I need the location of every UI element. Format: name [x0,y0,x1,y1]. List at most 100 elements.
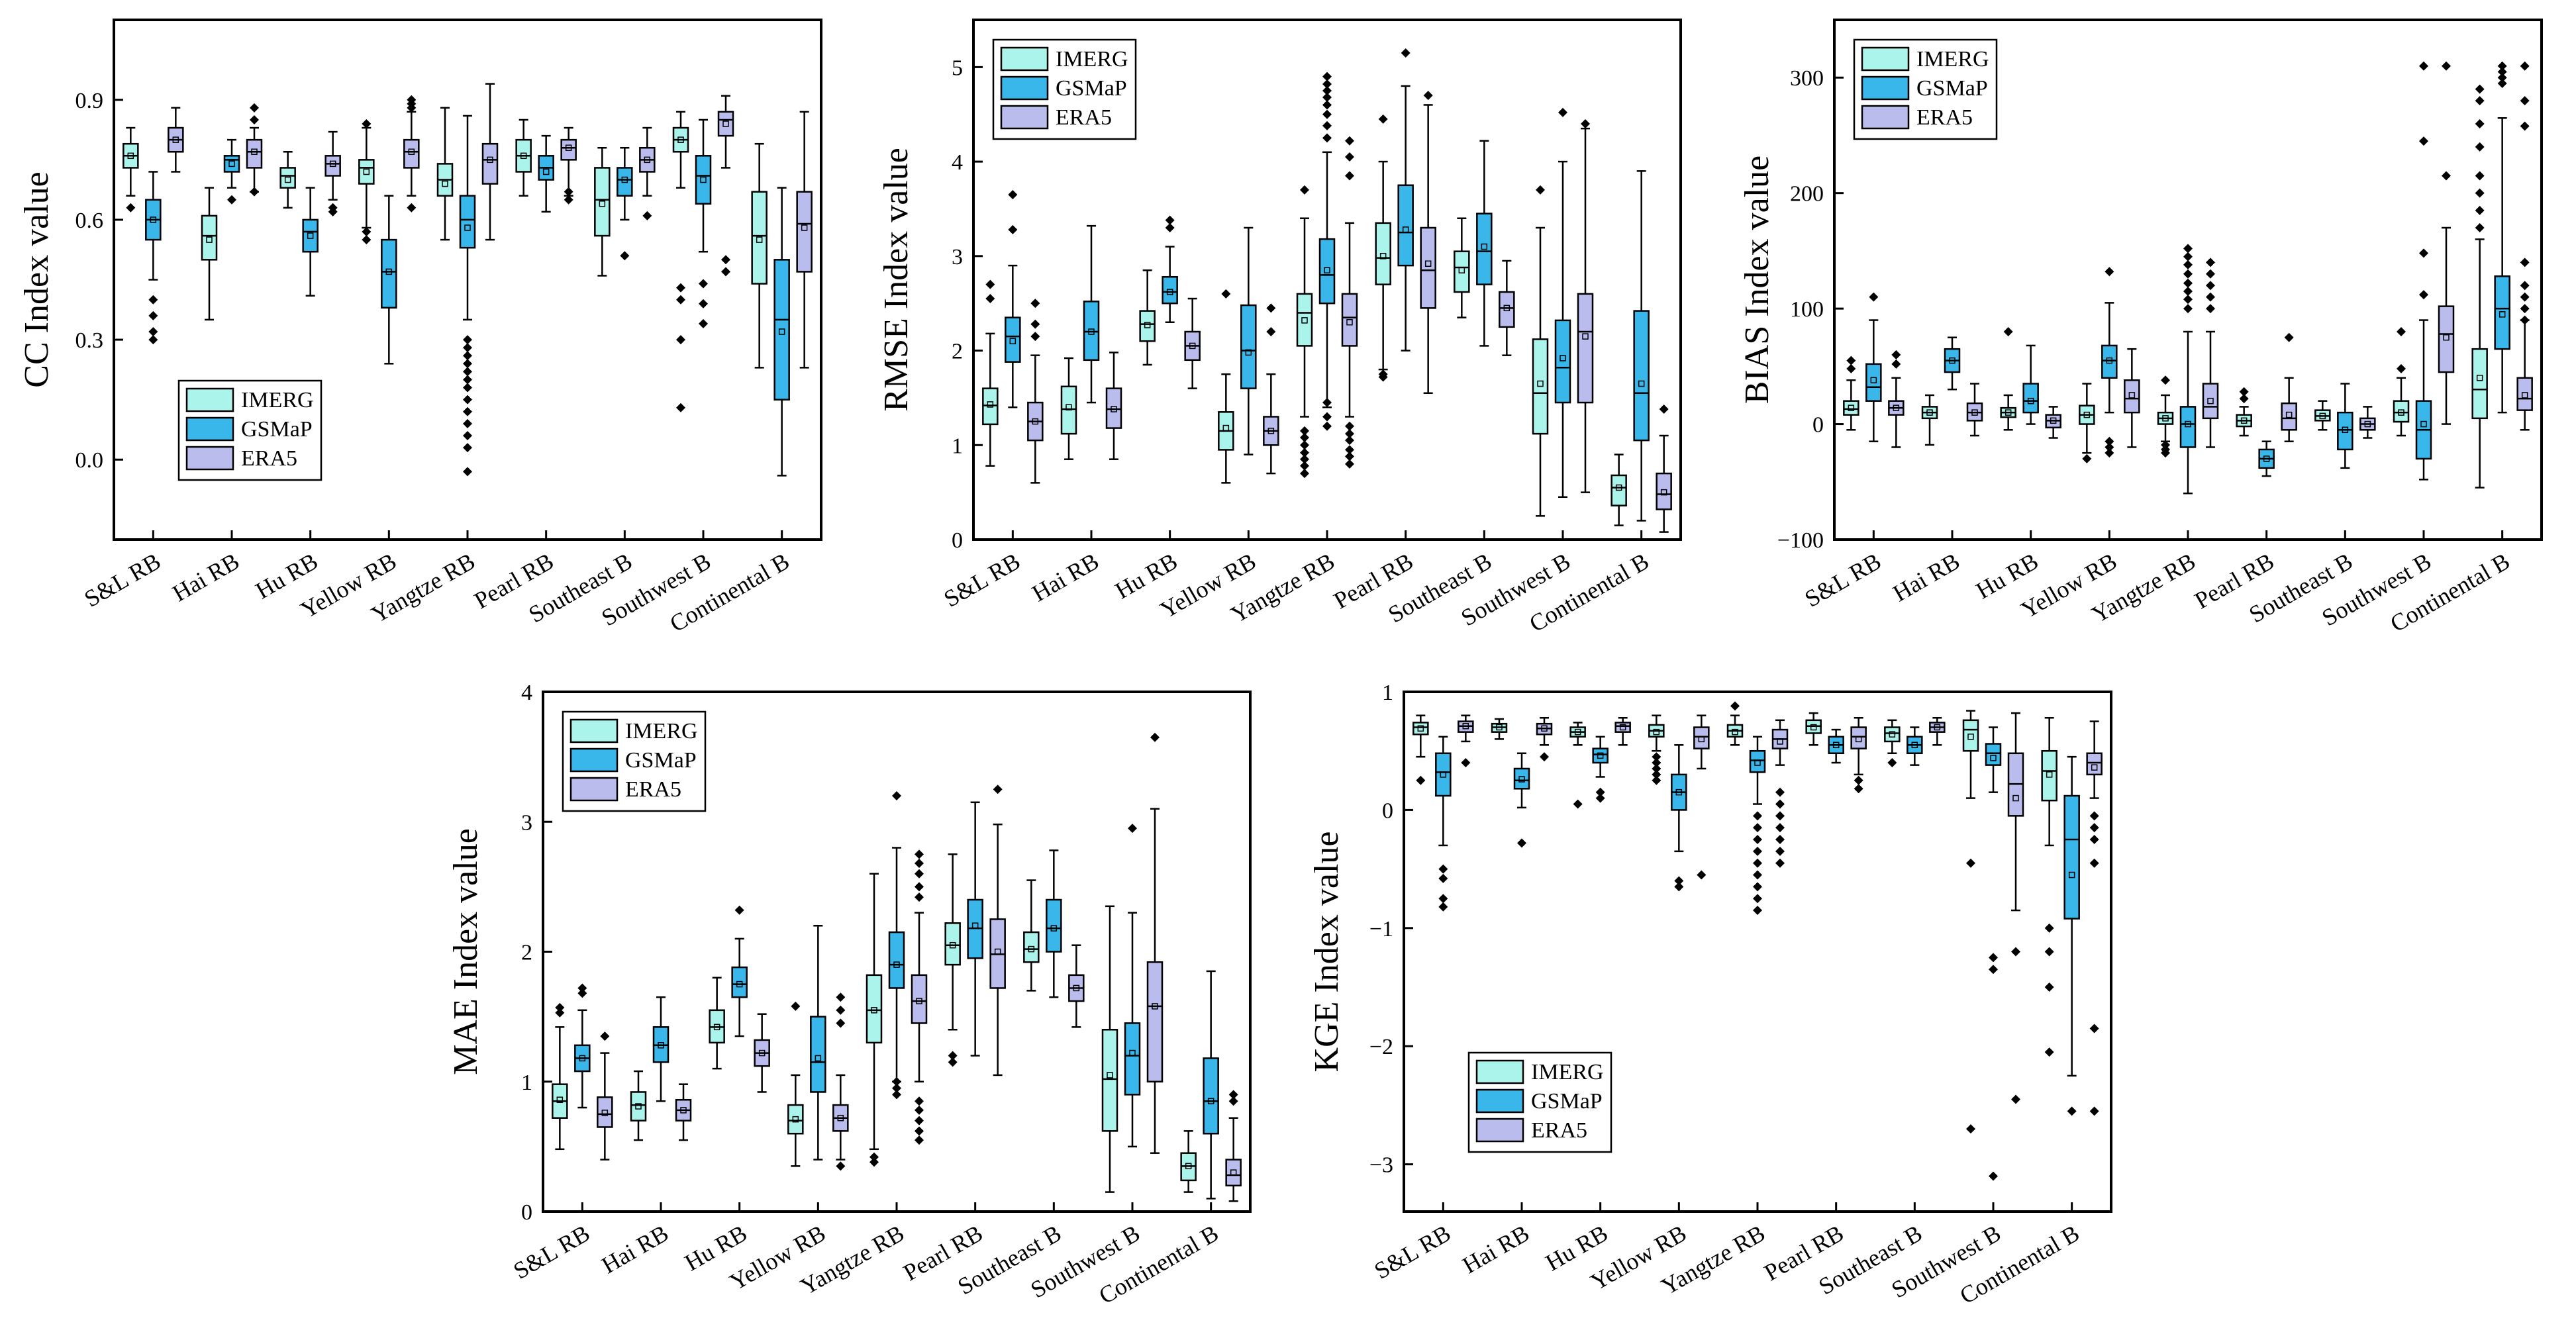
outlier-point [1345,152,1354,162]
outlier-point [2419,290,2428,300]
outlier-point [2089,835,2099,845]
outlier-point [2206,281,2215,291]
outlier-point [2475,223,2485,232]
mean-marker [893,961,900,968]
legend-label-imerg: IMERG [1056,47,1128,72]
iqr-box [866,974,883,1044]
outlier-point [148,335,158,345]
mean-marker [599,201,606,207]
outlier-point [2206,304,2215,314]
outlier-point [1322,79,1332,89]
mean-marker [565,144,572,151]
outlier-point [148,327,158,336]
legend-swatch-imerg [1000,46,1049,72]
box-era5 [560,126,577,205]
iqr-box [1749,749,1766,773]
box-era5 [2045,406,2061,439]
mean-marker [408,148,415,156]
mean-marker [1440,771,1447,778]
outlier-point [1322,421,1332,431]
outlier-point [2044,923,2054,933]
y-axis-label: BIAS Index value [1738,156,1776,404]
mean-marker [556,1096,564,1103]
outlier-point [2161,375,2170,385]
outlier-point [2183,278,2193,288]
outlier-point [2161,448,2170,458]
y-axis-label: MAE Index value [447,828,485,1075]
outlier-point [915,892,924,902]
outlier-point [1438,864,1448,874]
iqr-box [2041,749,2057,802]
mean-marker [677,136,684,143]
mean-marker [837,1114,844,1122]
box-era5 [2281,332,2297,442]
outlier-point [1966,858,1975,868]
mean-marker [1653,728,1660,736]
legend-label-imerg: IMERG [1531,1060,1604,1084]
outlier-point [1322,100,1332,110]
iqr-box [617,167,633,197]
iqr-box [1513,767,1530,790]
iqr-box [1005,316,1021,363]
outlier-point [1753,894,1762,904]
mean-marker [815,1055,822,1062]
y-tick-label: 4 [952,150,963,175]
outlier-point [2520,281,2530,291]
outlier-point [1228,1090,1238,1100]
mean-marker [1560,355,1566,361]
mean-marker [1597,752,1604,759]
outlier-point [2082,454,2092,463]
outlier-point [1438,894,1448,904]
y-tick-label: 0 [521,1200,532,1225]
legend-swatch-imerg [185,387,234,412]
outlier-point [2497,78,2507,88]
mean-marker [1990,755,1997,761]
box-era5 [911,849,928,1145]
outlier-point [463,367,472,377]
box-imerg [1454,217,1470,318]
box-gsmap [459,115,476,477]
box-imerg [866,873,883,1167]
outlier-point [1378,372,1388,382]
outlier-point [1989,1171,1998,1181]
outlier-point [1322,93,1332,103]
mean-marker [2521,392,2528,399]
outlier-point [362,235,372,245]
box-era5 [1341,136,1358,469]
legend: IMERG GSMaP ERA5 [1853,38,1998,140]
outlier-point [2044,947,2054,957]
outlier-point [1150,732,1160,742]
mean-marker [2207,397,2214,405]
mean-marker [1732,728,1738,736]
mean-marker [1073,984,1080,992]
outlier-point [250,103,259,113]
iqr-box [560,138,577,161]
outlier-point [2419,136,2428,146]
outlier-point [1438,902,1448,912]
legend: IMERG GSMaP ERA5 [1467,1051,1612,1153]
outlier-point [2475,205,2485,215]
box-era5 [481,83,499,241]
outlier-point [2520,121,2530,131]
mean-marker [1934,724,1941,731]
box-era5 [1929,717,1946,746]
legend-label-gsmap: GSMaP [241,417,313,442]
legend-swatch-gsmap [185,416,234,442]
iqr-box [2516,377,2533,411]
outlier-point [1652,763,1661,773]
mean-marker [987,401,994,408]
mean-marker [758,1049,766,1057]
box-imerg [630,1070,647,1141]
outlier-point [2520,258,2530,267]
outlier-point [620,251,630,261]
legend-label-gsmap: GSMaP [1056,76,1127,101]
mean-marker [1848,405,1855,411]
iqr-box [695,155,712,205]
outlier-point [2011,947,2020,957]
legend-swatch-imerg [1475,1059,1524,1084]
outlier-point [2239,387,2249,397]
mean-marker [1009,338,1016,345]
outlier-point [1775,787,1785,797]
outlier-point [1345,459,1354,469]
